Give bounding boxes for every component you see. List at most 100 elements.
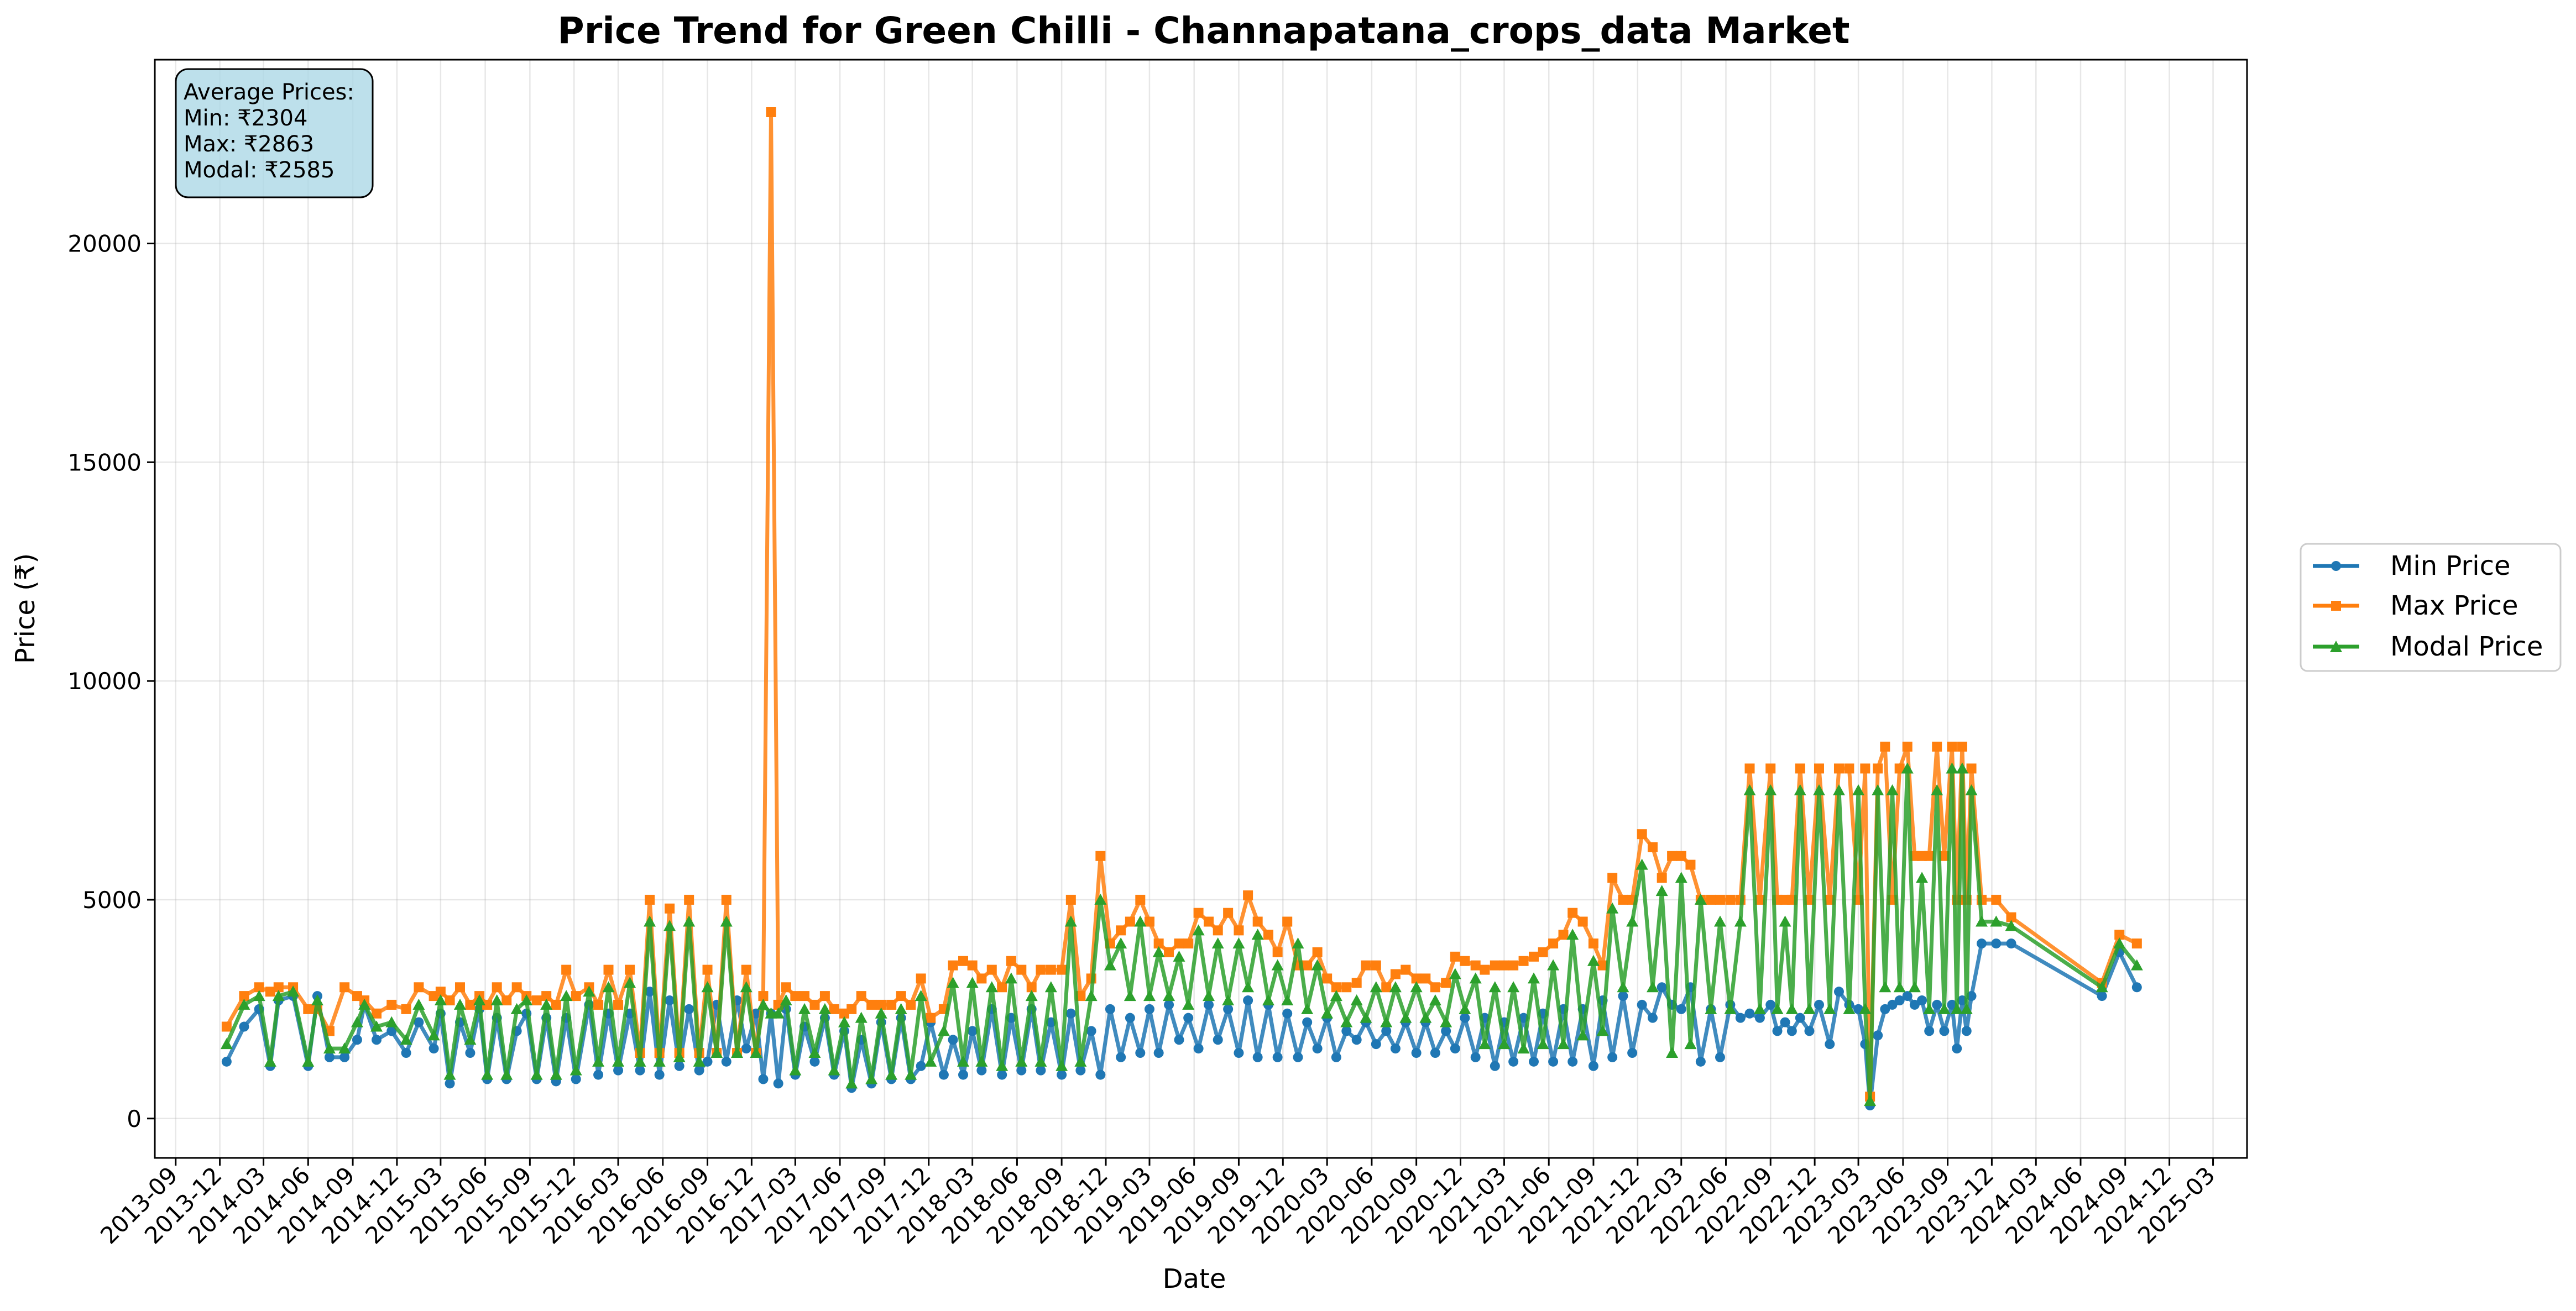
data-point-max-price: [1006, 956, 1016, 966]
data-point-modal-price: [370, 1020, 383, 1032]
data-point-min-price: [1460, 1013, 1470, 1023]
data-point-modal-price: [905, 1068, 917, 1080]
data-point-max-price: [1046, 964, 1056, 975]
data-point-max-price: [684, 894, 694, 905]
data-point-max-price: [781, 982, 791, 993]
data-point-min-price: [1588, 1061, 1598, 1071]
data-point-min-price: [2097, 991, 2107, 1001]
data-point-max-price: [1223, 908, 1234, 918]
data-point-max-price: [401, 1004, 411, 1014]
data-point-modal-price: [1262, 994, 1274, 1006]
data-point-modal-price: [1832, 784, 1845, 796]
data-point-min-price: [1976, 938, 1987, 949]
data-point-max-price: [976, 973, 987, 984]
average-prices-background: [175, 68, 374, 198]
data-point-min-price: [1873, 1030, 1883, 1041]
data-point-modal-price: [1281, 994, 1294, 1006]
data-point-min-price: [1075, 1065, 1086, 1076]
data-point-min-price: [1183, 1013, 1194, 1023]
data-point-modal-price: [1292, 937, 1304, 949]
data-point-modal-price: [985, 981, 998, 993]
data-point-max-price: [1460, 956, 1470, 966]
plot-frame: [154, 59, 2248, 1159]
data-point-modal-price: [1566, 929, 1579, 940]
y-tick-label: 0: [127, 1105, 142, 1132]
data-point-max-price: [1065, 894, 1076, 905]
data-point-modal-price: [1507, 981, 1520, 993]
data-point-max-price: [997, 982, 1007, 993]
data-point-min-price: [465, 1048, 476, 1058]
data-point-modal-price: [1056, 1060, 1068, 1071]
y-tick-label: 5000: [82, 887, 142, 914]
data-point-min-price: [1282, 1008, 1293, 1019]
data-point-min-price: [721, 1056, 731, 1067]
series-max-price: [221, 107, 2142, 1102]
data-point-max-price: [1164, 947, 1174, 957]
legend-item-modal-price: Modal Price: [2313, 631, 2543, 662]
data-point-max-price: [221, 1021, 232, 1032]
data-point-min-price: [1735, 1013, 1746, 1023]
data-point-max-price: [702, 964, 713, 975]
grid-lines: [155, 60, 2247, 1158]
data-point-min-price: [1786, 1026, 1797, 1036]
data-point-modal-price: [1182, 998, 1195, 1010]
data-point-min-price: [958, 1069, 968, 1080]
data-point-max-price: [1588, 938, 1598, 949]
data-point-modal-price: [1753, 1003, 1766, 1014]
legend-label-min-price: Min Price: [2390, 550, 2511, 581]
data-point-min-price: [414, 1017, 424, 1027]
data-point-modal-price: [1124, 990, 1136, 1001]
data-point-modal-price: [1946, 762, 1958, 774]
data-point-modal-price: [818, 1003, 831, 1014]
data-point-min-price: [1204, 999, 1214, 1010]
data-point-max-price: [1282, 916, 1293, 927]
data-point-max-price: [613, 999, 624, 1010]
data-point-min-price: [1312, 1043, 1323, 1054]
data-point-modal-price: [693, 1055, 706, 1067]
data-point-modal-price: [351, 1016, 363, 1027]
data-point-max-price: [896, 991, 906, 1001]
data-point-max-price: [435, 987, 446, 997]
data-point-modal-price: [1938, 1003, 1951, 1014]
data-point-min-price: [1331, 1052, 1341, 1062]
data-point-modal-price: [1636, 858, 1648, 870]
data-point-max-price: [303, 1004, 313, 1014]
data-point-modal-price: [1360, 1011, 1372, 1023]
data-point-modal-price: [311, 994, 323, 1006]
data-point-modal-price: [875, 1007, 887, 1019]
data-point-modal-price: [1211, 937, 1224, 949]
data-point-modal-price: [1528, 972, 1540, 984]
data-point-modal-price: [602, 981, 615, 993]
data-point-min-price: [1371, 1039, 1381, 1050]
data-point-max-price: [1932, 741, 1942, 752]
data-point-modal-price: [1965, 784, 1978, 796]
y-tick-label: 10000: [67, 668, 142, 695]
data-point-min-price: [239, 1021, 249, 1032]
data-point-min-price: [339, 1052, 350, 1062]
data-point-modal-price: [1587, 955, 1600, 966]
data-point-modal-price: [947, 977, 959, 988]
data-point-max-price: [265, 987, 275, 997]
data-point-max-price: [254, 982, 264, 993]
data-point-max-price: [916, 973, 926, 984]
data-point-max-price: [1341, 982, 1352, 993]
data-point-max-price: [906, 999, 916, 1010]
data-point-max-price: [1833, 763, 1844, 774]
data-point-modal-price: [264, 1055, 276, 1067]
data-point-modal-price: [272, 990, 285, 1001]
data-point-modal-price: [2113, 937, 2126, 949]
data-point-modal-price: [1923, 1003, 1936, 1014]
data-point-max-price: [492, 982, 502, 993]
data-point-min-price: [1223, 1004, 1234, 1014]
data-point-min-price: [967, 1026, 978, 1036]
data-point-modal-price: [1852, 784, 1865, 796]
data-point-max-price: [829, 1004, 839, 1014]
data-point-modal-price: [1960, 1003, 1973, 1014]
data-point-modal-price: [473, 994, 486, 1006]
data-point-max-price: [561, 964, 572, 975]
data-point-min-price: [1381, 1026, 1392, 1036]
data-point-max-price: [1548, 938, 1559, 949]
data-point-max-price: [571, 991, 581, 1001]
legend-label-modal-price: Modal Price: [2390, 631, 2543, 662]
data-point-max-price: [1814, 763, 1824, 774]
